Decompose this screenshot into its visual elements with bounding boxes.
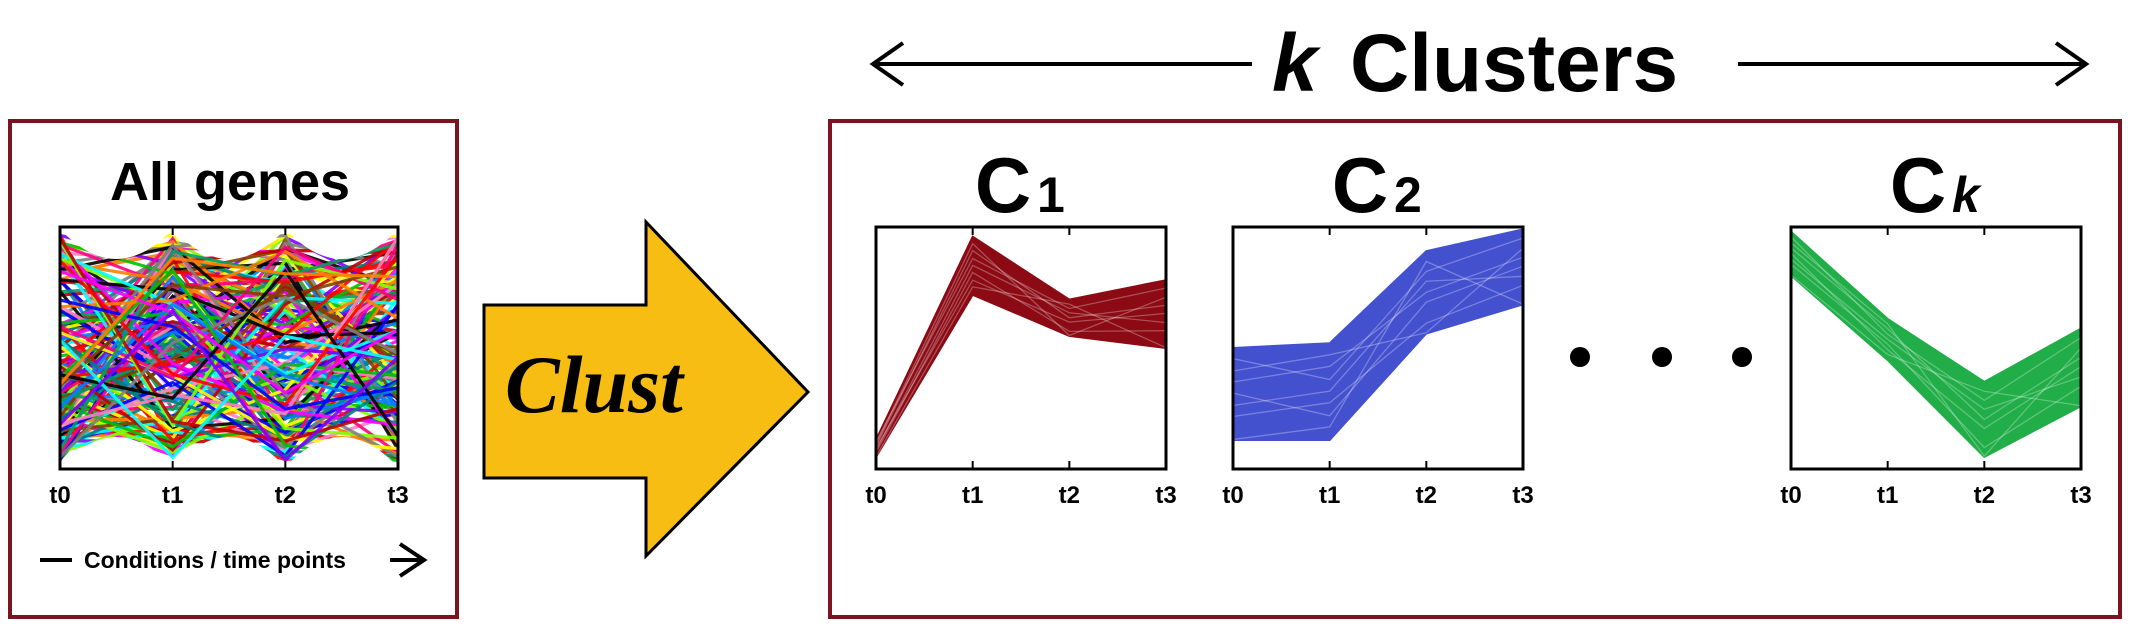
cluster-tick-label: t0 <box>865 482 886 509</box>
cluster-title-subscript: 2 <box>1394 167 1422 223</box>
clusters-panel-frame <box>828 119 2122 619</box>
cluster-member-line <box>875 271 1167 453</box>
cluster-member-line <box>1232 265 1524 417</box>
cluster-tick-label: t0 <box>1222 482 1243 509</box>
cluster-tick-label: t2 <box>1974 482 1995 509</box>
all-genes-tick-label: t0 <box>49 482 70 509</box>
gene-profile-line <box>60 302 398 408</box>
gene-profile-line <box>60 237 398 443</box>
cluster-member-line <box>1790 263 2082 449</box>
cluster-tick-label: t2 <box>1059 482 1080 509</box>
all-genes-tick-label: t2 <box>275 482 296 509</box>
cluster-member-line <box>1232 260 1524 441</box>
gene-profile-line <box>60 265 398 387</box>
cluster-tick-label: t1 <box>1319 482 1340 509</box>
gene-profile-line <box>60 242 398 452</box>
gene-profile-line <box>60 303 398 458</box>
cluster-title: C <box>1890 141 1946 229</box>
cluster-tick-label: t1 <box>1877 482 1898 509</box>
all-genes-plot-frame <box>58 225 400 471</box>
cluster-band <box>1790 229 2082 459</box>
k-clusters-header: k Clusters <box>869 18 2090 109</box>
cluster-tick-label: t2 <box>1416 482 1437 509</box>
cluster-plot-1: t0 t1 t2 t3 C 1 <box>865 141 1176 509</box>
cluster-band <box>875 235 1167 461</box>
envelope-bottom-mask <box>60 437 398 469</box>
gene-profile-line <box>60 308 398 463</box>
cluster-member-line <box>1232 247 1524 372</box>
ellipsis-dot-1 <box>1570 347 1590 367</box>
header-k: k <box>1272 18 1322 109</box>
cluster-member-line <box>1790 274 2082 407</box>
ellipsis-dot-3 <box>1732 347 1752 367</box>
cluster-member-line <box>875 286 1167 458</box>
gene-profile-line <box>60 298 398 411</box>
header-arrowhead-right <box>2054 41 2090 87</box>
cluster-member-line <box>1790 252 2082 430</box>
clusters-panel: t0 t1 t2 t3C 1t0 t1 t2 t3C 2t0 t1 t2 t3C k <box>828 119 2122 619</box>
input-panel: All genes t0 t1 t2 t3 Conditions / time poi… <box>8 119 459 619</box>
gene-profile-line <box>60 236 398 426</box>
clust-arrow-shape <box>482 218 811 560</box>
envelope-top-mask <box>60 227 398 259</box>
all-genes-title: All genes <box>110 152 350 212</box>
cluster-tick-label: t1 <box>962 482 983 509</box>
ellipsis-dot-2 <box>1652 347 1672 367</box>
cluster-tick-label: t3 <box>2070 482 2091 509</box>
cluster-plot-frame <box>1789 225 2083 471</box>
gene-profile-line <box>60 334 398 460</box>
gene-profile-line <box>60 238 398 379</box>
cluster-plot-frame <box>1231 225 1525 471</box>
cluster-tick-label: t0 <box>1780 482 1801 509</box>
cluster-member-line <box>1790 258 2082 411</box>
cluster-tick-label: t3 <box>1512 482 1533 509</box>
gene-profile-line <box>60 268 398 437</box>
cluster-member-line <box>1232 275 1524 407</box>
all-genes-ticks: t0 t1 t2 t3 <box>49 227 409 509</box>
cluster-band <box>1232 228 1524 441</box>
cluster-title: C <box>975 141 1031 229</box>
cluster-plot-2: t0 t1 t2 t3 C 2 <box>1222 141 1533 509</box>
axis-label-arrowhead <box>398 542 428 578</box>
conditions-axis-label: Conditions / time points <box>84 547 346 573</box>
header-clusters: Clusters <box>1350 18 1678 109</box>
gene-profile-line <box>60 249 398 320</box>
cluster-plots: t0 t1 t2 t3C 1t0 t1 t2 t3C 2t0 t1 t2 t3C k <box>865 141 2091 509</box>
cluster-member-line <box>1232 237 1524 381</box>
all-genes-tick-label: t3 <box>387 482 408 509</box>
cluster-member-line <box>875 257 1167 443</box>
cluster-member-line <box>1790 236 2082 402</box>
cluster-member-line <box>1790 247 2082 421</box>
cluster-plot-frame <box>874 225 1168 471</box>
all-genes-plot-lines <box>60 227 398 469</box>
gene-profile-line <box>60 253 398 407</box>
cluster-title: C <box>1332 141 1388 229</box>
input-panel-frame <box>8 119 459 619</box>
gene-profile-line <box>60 256 398 386</box>
cluster-member-line <box>1232 284 1524 418</box>
cluster-tick-label: t3 <box>1155 482 1176 509</box>
cluster-member-line <box>875 279 1167 449</box>
gene-profile-line <box>60 260 398 336</box>
cluster-plot-3: t0 t1 t2 t3 C k <box>1780 141 2091 509</box>
cluster-member-line <box>1790 242 2082 458</box>
cluster-member-line <box>875 249 1167 447</box>
gene-profile-line <box>60 405 398 456</box>
clust-arrow-label: Clust <box>505 339 685 430</box>
cluster-member-line <box>875 264 1167 451</box>
header-arrowhead-left <box>869 41 905 87</box>
gene-profile-line <box>60 269 398 395</box>
all-genes-tick-label: t1 <box>162 482 183 509</box>
cluster-member-line <box>1232 256 1524 383</box>
cluster-title-subscript: k <box>1952 167 1982 223</box>
cluster-member-line <box>875 242 1167 445</box>
clust-arrow: Clust <box>482 218 811 560</box>
cluster-title-subscript: 1 <box>1037 167 1065 223</box>
